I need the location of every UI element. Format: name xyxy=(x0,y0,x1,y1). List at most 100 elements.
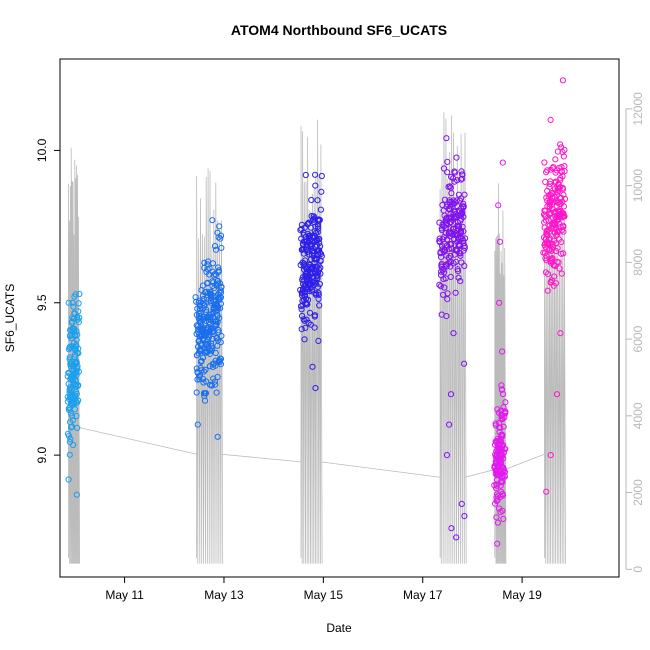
data-point xyxy=(315,225,322,232)
x-tick-label: May 17 xyxy=(403,588,443,602)
data-point xyxy=(499,451,506,459)
chart-title: ATOM4 Northbound SF6_UCATS xyxy=(231,22,447,38)
altitude-transit xyxy=(464,469,495,478)
data-point xyxy=(545,247,552,254)
data-point xyxy=(444,290,451,297)
data-point xyxy=(76,314,83,321)
y-tick-label: 10.0 xyxy=(35,138,49,162)
data-point xyxy=(217,232,225,239)
data-point xyxy=(550,243,557,251)
data-point xyxy=(197,306,204,313)
data-point xyxy=(461,244,468,252)
right-altitude-axis: 0 2000 4000 6000 8000 10000 12000 xyxy=(625,92,645,573)
data-point xyxy=(561,168,568,175)
data-point xyxy=(315,217,323,224)
data-point xyxy=(209,345,216,352)
data-point xyxy=(553,232,560,239)
altitude-transit xyxy=(320,461,441,478)
data-point xyxy=(547,452,554,459)
data-point xyxy=(499,390,507,398)
y2-tick-label: 10000 xyxy=(631,169,645,203)
altitude-profile xyxy=(68,147,80,564)
data-point xyxy=(318,172,325,180)
data-point xyxy=(444,158,451,165)
data-point xyxy=(448,190,455,197)
data-point xyxy=(73,328,80,335)
data-point xyxy=(558,239,565,246)
data-point xyxy=(217,280,224,287)
data-point xyxy=(211,378,218,385)
data-point xyxy=(493,514,500,521)
data-point xyxy=(558,270,565,277)
x-tick-label: May 11 xyxy=(105,588,144,602)
data-point xyxy=(560,203,568,210)
data-point xyxy=(209,260,217,267)
data-point xyxy=(556,265,563,272)
data-point xyxy=(555,259,562,266)
data-point xyxy=(69,299,76,306)
data-point xyxy=(552,156,559,163)
data-point xyxy=(203,378,210,385)
data-point xyxy=(459,223,466,230)
data-point xyxy=(499,415,506,422)
data-point xyxy=(452,289,459,296)
data-point xyxy=(316,302,323,309)
data-point xyxy=(66,451,73,458)
data-point xyxy=(65,299,72,306)
data-point xyxy=(457,278,464,285)
data-point xyxy=(202,390,209,397)
y2-tick-label: 2000 xyxy=(631,479,645,506)
data-point xyxy=(453,154,460,161)
data-point xyxy=(214,433,221,440)
data-point xyxy=(554,189,561,196)
data-point xyxy=(208,382,215,389)
data-point xyxy=(314,197,321,204)
data-point xyxy=(73,390,80,397)
data-point xyxy=(502,399,509,406)
data-point xyxy=(542,269,550,276)
data-point xyxy=(316,216,323,224)
data-point xyxy=(498,386,505,393)
data-point xyxy=(212,246,220,253)
data-point xyxy=(213,281,220,288)
data-point xyxy=(461,262,468,269)
data-point xyxy=(316,240,323,247)
data-point xyxy=(496,299,503,306)
data-point xyxy=(302,324,309,331)
data-point xyxy=(554,148,562,155)
data-point xyxy=(443,135,450,142)
data-point xyxy=(308,196,315,204)
data-point xyxy=(216,359,223,366)
data-point xyxy=(460,203,467,210)
data-point xyxy=(74,363,81,370)
y2-tick-label: 4000 xyxy=(631,402,645,429)
data-point xyxy=(459,171,466,178)
data-point xyxy=(71,293,78,300)
data-point xyxy=(458,195,465,202)
data-point xyxy=(502,410,509,417)
data-point xyxy=(315,295,322,302)
data-point xyxy=(461,191,468,198)
data-point xyxy=(494,497,501,504)
data-point xyxy=(70,303,77,310)
data-point xyxy=(314,223,321,230)
data-point xyxy=(196,376,203,383)
data-point xyxy=(559,186,567,193)
altitude-profile xyxy=(300,119,323,564)
data-point xyxy=(205,334,213,341)
data-point xyxy=(69,412,76,419)
data-point xyxy=(436,281,443,288)
data-point xyxy=(309,363,316,370)
data-point xyxy=(298,306,305,313)
data-point xyxy=(560,222,567,229)
data-point xyxy=(215,327,222,334)
data-point xyxy=(443,452,451,459)
data-point xyxy=(316,280,323,288)
data-point xyxy=(192,294,199,301)
data-point xyxy=(443,313,450,320)
data-point xyxy=(552,280,560,287)
data-point xyxy=(553,391,561,398)
data-point xyxy=(447,252,454,260)
data-point xyxy=(453,534,460,541)
data-point xyxy=(216,314,223,322)
